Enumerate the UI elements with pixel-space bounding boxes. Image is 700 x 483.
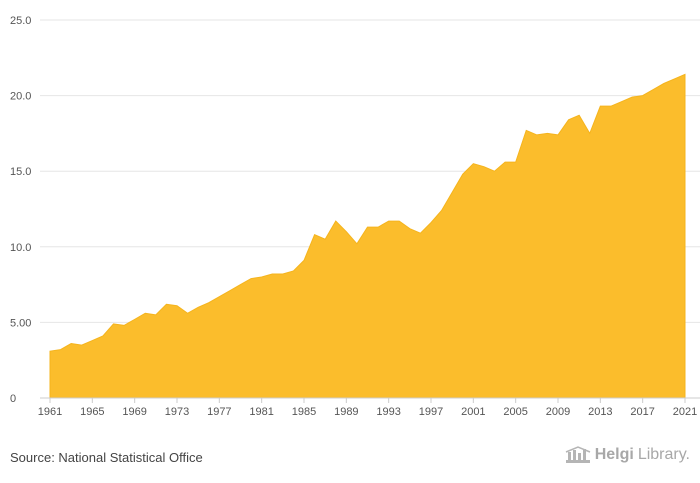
x-tick-label: 1965 xyxy=(80,406,104,418)
x-tick-label: 1997 xyxy=(419,406,443,418)
x-tick-label: 1977 xyxy=(207,406,231,418)
area-chart: 1961 1965 1969 1973 1977 1981 1985 1989 1993 1997… xyxy=(10,15,700,418)
x-tick-label: 2017 xyxy=(630,406,654,418)
x-tick-label: 2013 xyxy=(588,406,612,418)
x-tick-label: 2005 xyxy=(503,406,527,418)
y-tick-label: 25.0 xyxy=(10,15,31,27)
source-note: Source: National Statistical Office xyxy=(10,450,203,465)
y-tick-label: 0 xyxy=(10,393,16,405)
x-tick-label: 1993 xyxy=(376,406,400,418)
logo-brand-text: Helgi xyxy=(594,446,634,463)
x-tick-label: 2001 xyxy=(461,406,485,418)
x-tick-label: 1973 xyxy=(165,406,189,418)
x-tick-label: 1989 xyxy=(334,406,358,418)
x-tick-label: 2021 xyxy=(673,406,697,418)
x-tick-label: 1981 xyxy=(249,406,273,418)
x-tick-label: 2009 xyxy=(546,406,570,418)
y-tick-label: 20.0 xyxy=(10,91,31,103)
x-tick-label: 1961 xyxy=(38,406,62,418)
y-tick-label: 10.0 xyxy=(10,242,31,254)
y-axis: 0 5.00 10.0 15.0 20.0 25.0 xyxy=(10,15,31,405)
x-axis: 1961 1965 1969 1973 1977 1981 1985 1989 1993 1997… xyxy=(38,397,700,418)
x-tick-label: 1969 xyxy=(122,406,146,418)
library-building-icon xyxy=(565,446,590,463)
helgi-library-logo[interactable]: Helgi Library. xyxy=(565,446,690,464)
y-tick-label: 15.0 xyxy=(10,166,31,178)
y-tick-label: 5.00 xyxy=(10,317,31,329)
series-area xyxy=(49,73,686,399)
logo-product-text: Library. xyxy=(637,446,690,463)
chart-footer: Source: National Statistical Office Helg… xyxy=(0,430,700,483)
area-fill xyxy=(49,73,686,399)
x-tick-label: 1985 xyxy=(292,406,316,418)
